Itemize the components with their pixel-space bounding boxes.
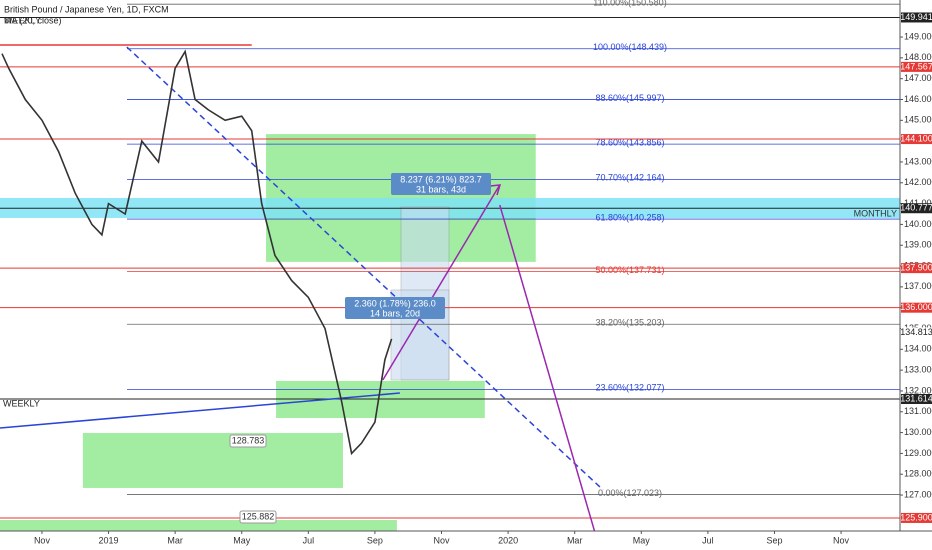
y-tick-label: 137.000 (904, 281, 932, 291)
y-tick-label: 143.000 (904, 156, 932, 166)
level-tag-label: 136.000 (900, 302, 932, 312)
level-tag-label: 147.567 (900, 61, 932, 71)
time-axis-bg (0, 531, 932, 550)
fib-label: 0.00%(127.023) (598, 488, 662, 498)
fib-label: 70.70%(142.164) (595, 173, 664, 183)
level-tag-label: 144.100 (900, 133, 932, 143)
price-line (1, 49, 393, 456)
level-tag (901, 12, 932, 23)
price-axis-bg (900, 0, 932, 550)
y-tick-label: 146.000 (904, 94, 932, 104)
measure-label: 14 bars, 20d (370, 308, 420, 318)
level-tag-label: 137.900 (900, 263, 932, 273)
y-tick-label: 142.000 (904, 177, 932, 187)
level-tag (901, 302, 932, 313)
indicator-label: MA (20, close) (4, 15, 62, 25)
y-tick-label: 134.000 (904, 344, 932, 354)
level-tag (901, 393, 932, 404)
x-tick-label: Nov (34, 535, 51, 545)
y-tick-label: 130.000 (904, 427, 932, 437)
callout-label: 125.882 (242, 511, 275, 521)
y-tick-label: 133.000 (904, 365, 932, 375)
level-tag-label: 140.777 (900, 203, 932, 213)
y-tick-label: 127.000 (904, 489, 932, 499)
y-tick-label: 139.000 (904, 240, 932, 250)
callout-box (229, 434, 267, 448)
level-tag (901, 263, 932, 274)
level-tag-label: 125.900 (900, 512, 932, 522)
level-tag-label: 149.941 (900, 12, 932, 22)
y-tick-label: 147.000 (904, 73, 932, 83)
x-tick-label: Mar (567, 535, 583, 545)
x-tick-label: Sep (367, 535, 383, 545)
fib-label: 88.60%(145.997) (595, 93, 664, 103)
weekly-label: WEEKLY (4, 15, 41, 25)
zone (82, 433, 343, 488)
level-tag (901, 203, 932, 214)
y-tick-label: 149.000 (904, 31, 932, 41)
measure-label-box (391, 173, 491, 195)
x-tick-label: 2019 (99, 535, 119, 545)
y-tick-label: 141.000 (904, 198, 932, 208)
y-tick-label: 145.000 (904, 115, 932, 125)
measure-label: 2.360 (1.78%) 236.0 (354, 298, 436, 308)
measure-label-box (345, 297, 445, 319)
callout-label: 128.783 (232, 435, 265, 445)
x-tick-label: May (233, 535, 251, 545)
fib-label: 110.00%(150.580) (593, 0, 666, 8)
trendline (126, 46, 604, 491)
x-tick-label: 2020 (498, 535, 518, 545)
callout-box (239, 510, 277, 524)
x-tick-label: May (633, 535, 651, 545)
x-tick-label: Mar (167, 535, 183, 545)
fib-label: 38.20%(135.203) (595, 318, 664, 328)
weekly-label: WEEKLY (3, 398, 40, 408)
fib-label: 78.60%(143.856) (595, 138, 664, 148)
level-tag-label: 131.614 (900, 393, 932, 403)
level-tag (901, 134, 932, 145)
y-tick-label: 132.000 (904, 385, 932, 395)
level-tag (901, 512, 932, 523)
y-tick-label: 140.000 (904, 219, 932, 229)
y-tick-label: 128.000 (904, 469, 932, 479)
x-tick-label: Nov (833, 535, 850, 545)
chart-title: British Pound / Japanese Yen, 1D, FXCM (4, 4, 169, 14)
y-tick-label: 129.000 (904, 448, 932, 458)
trendline (382, 184, 501, 381)
measure-label: 31 bars, 43d (416, 184, 466, 194)
band-label: MONTHLY (854, 208, 897, 218)
fib-label: 23.60%(132.077) (595, 383, 664, 393)
level-tag (901, 61, 932, 72)
trendline (499, 204, 601, 550)
y-tick-label: 148.000 (904, 52, 932, 62)
x-tick-label: Nov (434, 535, 451, 545)
current-price-label: 134.813 (900, 327, 932, 337)
y-tick-label: 131.000 (904, 406, 932, 416)
fib-label: 61.80%(140.258) (595, 212, 664, 222)
x-tick-label: Jul (303, 535, 315, 545)
x-tick-label: Sep (766, 535, 782, 545)
fib-label: 100.00%(148.439) (593, 42, 667, 52)
arrow-head (489, 184, 502, 196)
x-tick-label: Jul (702, 535, 714, 545)
current-price-tag (901, 327, 932, 338)
fib-label: 50.00%(137.731) (595, 265, 664, 275)
measure-label: 8.237 (6.21%) 823.7 (400, 174, 482, 184)
trendline (0, 392, 400, 429)
